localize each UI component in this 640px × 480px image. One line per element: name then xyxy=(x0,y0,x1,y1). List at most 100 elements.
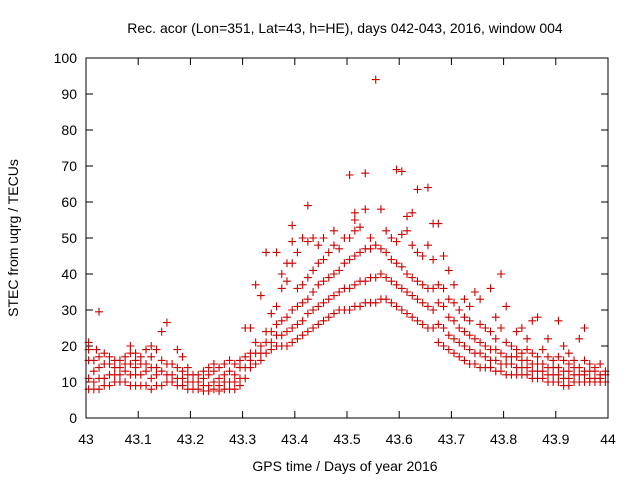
data-point xyxy=(564,360,573,368)
data-point xyxy=(115,363,124,372)
data-point xyxy=(450,298,459,307)
data-point xyxy=(225,367,234,376)
data-point xyxy=(397,284,406,293)
data-point xyxy=(554,370,563,379)
data-point xyxy=(408,241,417,250)
data-point xyxy=(345,171,354,179)
data-point xyxy=(142,360,151,368)
data-point xyxy=(470,334,479,343)
data-point xyxy=(434,338,443,347)
data-point xyxy=(298,316,307,325)
data-point xyxy=(397,262,406,271)
data-point xyxy=(585,360,594,368)
data-point xyxy=(345,234,354,242)
data-point xyxy=(512,345,521,354)
data-point xyxy=(512,327,521,336)
data-point xyxy=(450,349,459,358)
data-point xyxy=(314,241,323,250)
data-point xyxy=(413,277,422,286)
data-point xyxy=(298,298,307,307)
data-point xyxy=(329,270,338,278)
data-point xyxy=(496,270,505,278)
data-point xyxy=(194,385,203,394)
data-point xyxy=(392,165,401,174)
x-tick-label: 44 xyxy=(600,431,616,447)
x-axis-label: GPS time / Days of year 2016 xyxy=(252,458,437,474)
data-point xyxy=(324,295,333,304)
data-point xyxy=(147,374,156,383)
data-point xyxy=(89,378,98,386)
x-tick-label: 43.2 xyxy=(177,431,204,447)
data-point xyxy=(408,313,417,322)
data-point xyxy=(329,309,338,318)
data-point xyxy=(298,234,307,242)
data-point xyxy=(543,352,552,361)
data-point xyxy=(517,349,526,358)
data-point xyxy=(319,234,328,242)
data-point xyxy=(460,295,469,304)
data-point xyxy=(95,352,104,361)
data-point xyxy=(288,259,297,268)
data-point xyxy=(251,360,260,368)
data-point xyxy=(225,356,234,365)
data-point xyxy=(376,244,385,253)
data-point xyxy=(230,370,239,379)
data-point xyxy=(220,360,229,368)
data-point xyxy=(209,385,218,394)
data-point xyxy=(387,234,396,242)
data-point xyxy=(345,306,354,314)
data-point xyxy=(554,316,563,325)
data-point xyxy=(455,324,464,332)
data-point xyxy=(408,273,417,282)
x-tick-label: 43.6 xyxy=(386,431,413,447)
data-point xyxy=(371,298,380,307)
data-point xyxy=(465,302,474,311)
data-point xyxy=(131,363,140,372)
data-point xyxy=(392,259,401,268)
data-point xyxy=(309,306,318,314)
data-point xyxy=(470,360,479,368)
data-point xyxy=(434,280,443,289)
data-point xyxy=(465,345,474,354)
data-point xyxy=(314,320,323,329)
data-point xyxy=(267,338,276,347)
data-point xyxy=(361,205,370,214)
data-point xyxy=(267,309,276,318)
x-tick-label: 43.7 xyxy=(438,431,465,447)
data-point xyxy=(481,342,490,350)
data-point xyxy=(382,248,391,257)
data-point xyxy=(178,374,187,383)
data-point xyxy=(293,302,302,311)
data-point xyxy=(194,378,203,386)
data-point xyxy=(246,363,255,372)
data-point xyxy=(162,318,171,327)
data-point xyxy=(528,349,537,358)
data-point xyxy=(345,255,354,264)
data-point xyxy=(298,280,307,289)
data-point xyxy=(340,259,349,268)
data-point xyxy=(596,360,605,368)
data-point xyxy=(272,248,281,257)
data-point xyxy=(267,345,276,354)
data-point xyxy=(549,356,558,365)
data-point xyxy=(455,338,464,347)
data-point xyxy=(444,313,453,322)
data-point xyxy=(309,288,318,296)
data-point xyxy=(350,226,359,235)
data-point xyxy=(450,316,459,325)
data-point xyxy=(413,295,422,304)
data-point xyxy=(496,367,505,376)
data-point xyxy=(288,221,297,230)
data-point xyxy=(147,342,156,350)
data-point xyxy=(282,277,291,286)
data-point xyxy=(397,306,406,314)
data-point xyxy=(580,356,589,365)
data-point xyxy=(173,345,182,354)
data-point xyxy=(408,291,417,300)
data-point xyxy=(496,349,505,358)
data-point xyxy=(403,270,412,278)
y-tick-label: 80 xyxy=(61,122,77,138)
data-point xyxy=(288,338,297,347)
data-point xyxy=(329,241,338,250)
data-point xyxy=(476,320,485,329)
